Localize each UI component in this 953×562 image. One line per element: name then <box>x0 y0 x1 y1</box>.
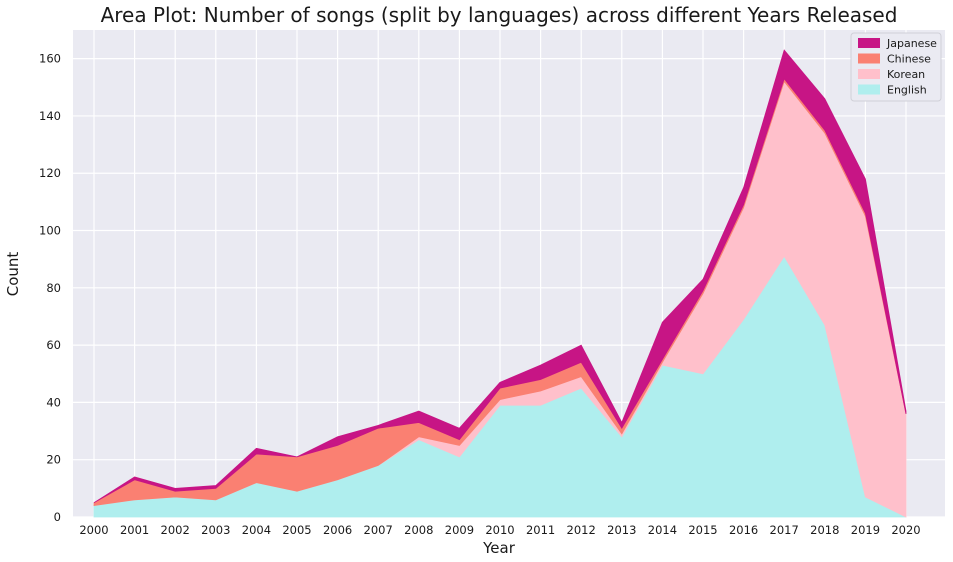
x-tick-label: 2005 <box>282 523 311 537</box>
x-tick-label: 2018 <box>810 523 839 537</box>
x-tick-label: 2007 <box>364 523 393 537</box>
legend-label-english: English <box>887 84 927 97</box>
y-tick-labels: 0 20 40 60 80 100 120 140 160 <box>39 52 61 524</box>
x-tick-label: 2012 <box>567 523 596 537</box>
y-tick-label: 40 <box>46 395 61 409</box>
y-tick-label: 100 <box>39 224 61 238</box>
x-tick-label: 2015 <box>688 523 717 537</box>
x-tick-label: 2000 <box>79 523 108 537</box>
x-tick-label: 2019 <box>851 523 880 537</box>
x-tick-label: 2020 <box>891 523 920 537</box>
x-tick-label: 2001 <box>120 523 149 537</box>
x-tick-label: 2013 <box>607 523 636 537</box>
x-tick-label: 2002 <box>161 523 190 537</box>
area-japanese <box>93 49 907 504</box>
y-tick-label: 60 <box>46 338 61 352</box>
y-tick-label: 80 <box>46 281 61 295</box>
x-tick-label: 2003 <box>201 523 230 537</box>
x-tick-label: 2010 <box>485 523 514 537</box>
x-tick-label: 2006 <box>323 523 352 537</box>
legend-swatch-chinese <box>858 53 880 64</box>
legend: Japanese Chinese Korean English <box>850 32 942 102</box>
x-tick-label: 2004 <box>242 523 271 537</box>
chart-title: Area Plot: Number of songs (split by lan… <box>101 3 898 27</box>
area-series <box>93 49 907 518</box>
x-axis-label: Year <box>482 539 516 557</box>
x-tick-label: 2016 <box>729 523 758 537</box>
y-tick-label: 140 <box>39 109 61 123</box>
legend-box <box>850 32 942 102</box>
y-tick-label: 120 <box>39 166 61 180</box>
y-axis-label: Count <box>4 252 22 297</box>
x-tick-label: 2011 <box>526 523 555 537</box>
legend-label-chinese: Chinese <box>887 53 931 66</box>
legend-swatch-japanese <box>858 38 880 48</box>
y-tick-label: 0 <box>54 510 61 524</box>
x-tick-label: 2017 <box>770 523 799 537</box>
x-tick-label: 2014 <box>648 523 677 537</box>
legend-label-korean: Korean <box>887 68 925 81</box>
x-tick-label: 2009 <box>445 523 474 537</box>
legend-swatch-korean <box>858 69 880 79</box>
x-tick-label: 2008 <box>404 523 433 537</box>
y-tick-label: 20 <box>46 453 61 467</box>
y-tick-label: 160 <box>39 52 61 66</box>
legend-label-japanese: Japanese <box>886 37 937 50</box>
legend-swatch-english <box>858 84 880 95</box>
x-tick-labels: 2000 2001 2002 2003 2004 2005 2006 2007 2008 2009… <box>79 523 920 537</box>
